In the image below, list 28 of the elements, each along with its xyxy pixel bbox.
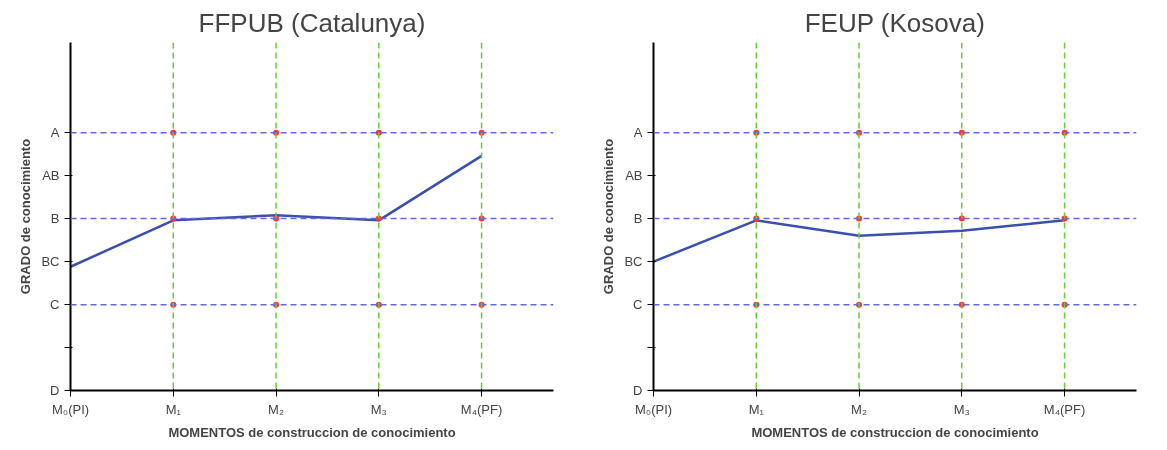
x-tick-label: M₀(PI) xyxy=(634,401,673,417)
text: AB xyxy=(625,168,643,184)
x-axis-title: MOMENTOS de construccion de conocimiento xyxy=(751,424,1039,440)
text: C xyxy=(50,297,60,313)
text: BC xyxy=(624,254,643,270)
x-axis-title: MOMENTOS de construccion de conocimiento xyxy=(168,424,456,440)
text: AB xyxy=(42,168,60,184)
y-axis-title: GRADO de conocimiento xyxy=(18,138,34,295)
text: A xyxy=(50,125,60,141)
text: D xyxy=(633,383,643,398)
text: BC xyxy=(41,254,60,270)
x-tick-label: M₁ xyxy=(748,401,765,417)
text: B xyxy=(50,211,60,227)
x-tick-label: M₀(PI) xyxy=(51,401,90,417)
x-tick-label: M₃ xyxy=(370,401,387,417)
x-tick-label: M₄(PF) xyxy=(1043,401,1086,417)
x-tick-label: M₄(PF) xyxy=(460,401,503,417)
chart-title: FEUP (Kosova) xyxy=(804,7,985,38)
text: C xyxy=(633,297,643,313)
x-tick-label: M₁ xyxy=(165,401,182,417)
y-axis-title: GRADO de conocimiento xyxy=(601,138,617,295)
text: B xyxy=(633,211,643,227)
text: D xyxy=(50,383,60,398)
text: A xyxy=(633,125,643,141)
x-tick-label: M₃ xyxy=(953,401,970,417)
chart-title: FFPUB (Catalunya) xyxy=(198,7,426,38)
x-tick-label: M₂ xyxy=(268,401,284,417)
x-tick-label: M₂ xyxy=(851,401,867,417)
